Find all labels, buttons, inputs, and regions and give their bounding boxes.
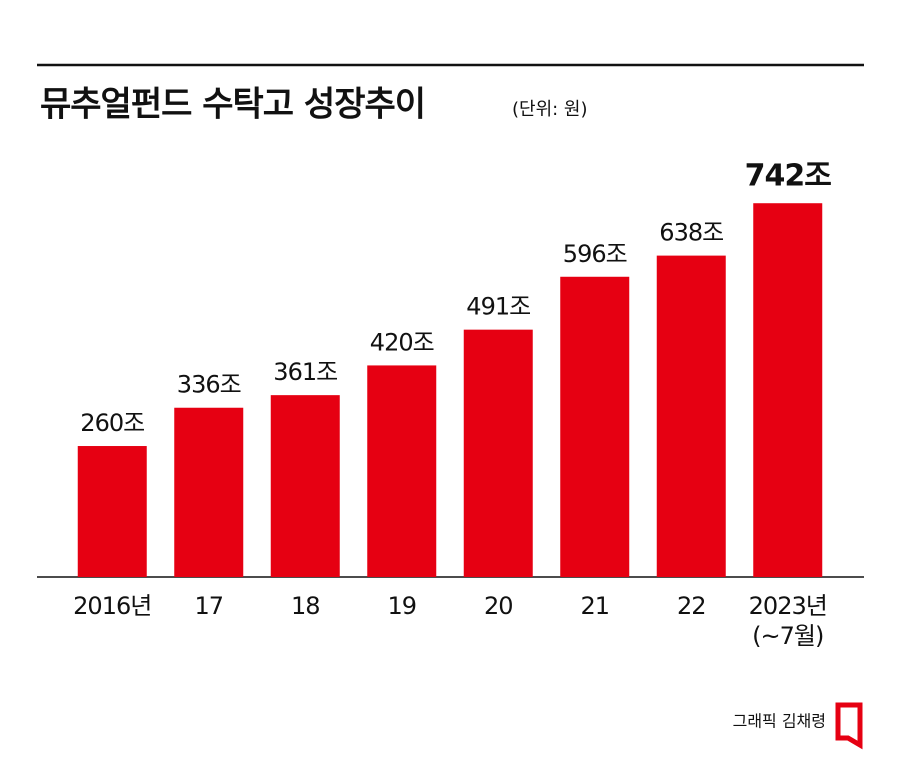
bar: [367, 365, 437, 577]
value-label: 336조: [177, 371, 241, 399]
bar: [77, 446, 147, 577]
x-tick-label: 2016년: [73, 592, 152, 620]
chart-subtitle: (단위: 원): [512, 99, 588, 120]
bar: [656, 255, 726, 578]
logo-icon: [835, 702, 863, 750]
x-tick-label: 20: [483, 592, 514, 620]
value-label: 260조: [80, 409, 144, 437]
bar: [560, 276, 630, 577]
bar: [753, 203, 823, 577]
value-label: 638조: [659, 219, 723, 247]
value-label: 742조: [745, 159, 832, 194]
bar: [174, 407, 244, 577]
x-tick-label: 21: [580, 592, 610, 620]
credit: 그래픽 김채령: [733, 712, 826, 731]
value-label: 361조: [273, 358, 337, 386]
bar: [270, 395, 340, 577]
x-tick-label: 19: [387, 592, 417, 620]
bar: [463, 329, 533, 577]
value-label: 491조: [466, 293, 530, 321]
x-tick-label: 2023년 (~7월): [748, 592, 828, 650]
value-label: 420조: [370, 328, 434, 356]
x-tick-label: 22: [676, 592, 707, 620]
x-tick-label: 17: [194, 592, 224, 620]
chart-title: 뮤추얼펀드 수탁고 성장추이: [40, 85, 425, 125]
x-tick-label: 18: [290, 592, 321, 620]
value-label: 596조: [563, 240, 627, 268]
